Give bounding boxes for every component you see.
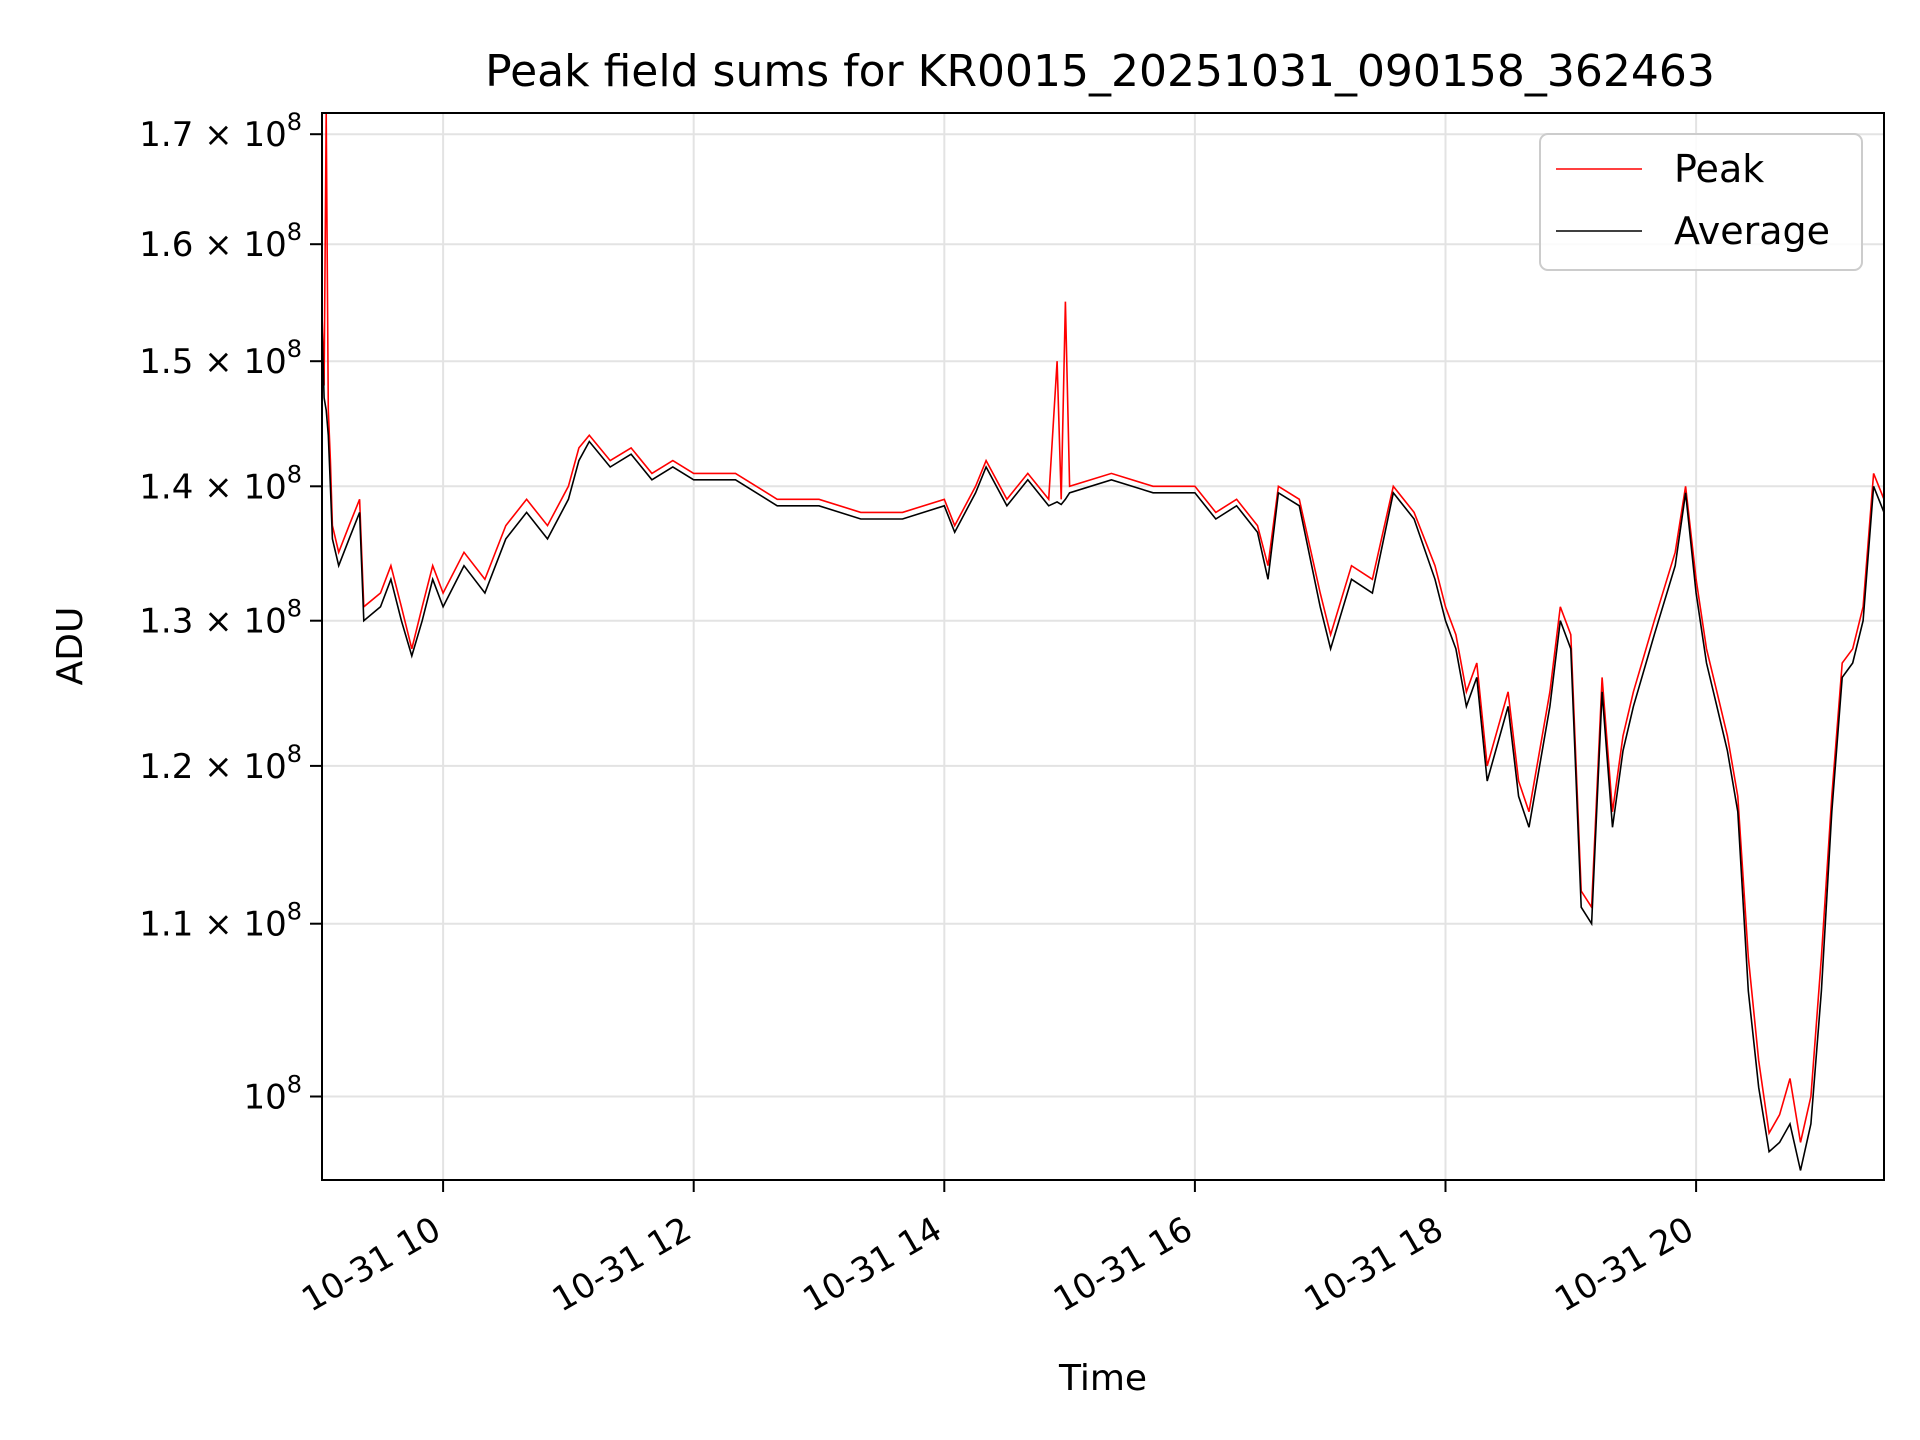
y-tick-exponent: 8 (287, 460, 302, 488)
y-tick-label: 1.2 × 108 (139, 740, 302, 787)
chart-title: Peak field sums for KR0015_20251031_0901… (485, 46, 1715, 97)
grid (322, 113, 1884, 1180)
y-tick-mantissa: 10 (243, 1078, 286, 1118)
y-axis-label: ADU (50, 607, 91, 686)
legend-box (1539, 133, 1863, 271)
y-tick-exponent: 8 (287, 108, 302, 136)
y-tick-exponent: 8 (287, 1071, 302, 1099)
y-tick-mantissa: 1.5 × 10 (139, 342, 286, 382)
legend-label-peak: Peak (1674, 147, 1764, 191)
y-tick-mantissa: 1.7 × 10 (139, 115, 286, 155)
y-tick-mantissa: 1.6 × 10 (139, 225, 286, 265)
y-tick-exponent: 8 (287, 898, 302, 926)
y-tick-label: 108 (243, 1071, 302, 1118)
y-tick-label: 1.3 × 108 (139, 595, 302, 642)
x-axis-label: Time (1058, 1358, 1147, 1399)
y-tick-label: 1.6 × 108 (139, 218, 302, 265)
y-tick-mantissa: 1.2 × 10 (139, 747, 286, 787)
y-tick-exponent: 8 (287, 335, 302, 363)
y-tick-label: 1.7 × 108 (139, 108, 302, 155)
y-tick-label: 1.5 × 108 (139, 335, 302, 382)
plot-lines (321, 112, 1885, 1171)
y-tick-mantissa: 1.4 × 10 (139, 467, 286, 507)
y-tick-exponent: 8 (287, 740, 302, 768)
legend-label-average: Average (1674, 209, 1830, 253)
plot-frame (321, 112, 1885, 1181)
y-tick-exponent: 8 (287, 595, 302, 623)
y-tick-exponent: 8 (287, 218, 302, 246)
series-line-average (321, 325, 1885, 1171)
legend: Peak Average (1539, 133, 1863, 271)
y-tick-label: 1.1 × 108 (139, 898, 302, 945)
y-tick-mantissa: 1.3 × 10 (139, 602, 286, 642)
y-tick-label: 1.4 × 108 (139, 460, 302, 507)
series-line-peak (321, 112, 1885, 1143)
y-tick-mantissa: 1.1 × 10 (139, 905, 286, 945)
